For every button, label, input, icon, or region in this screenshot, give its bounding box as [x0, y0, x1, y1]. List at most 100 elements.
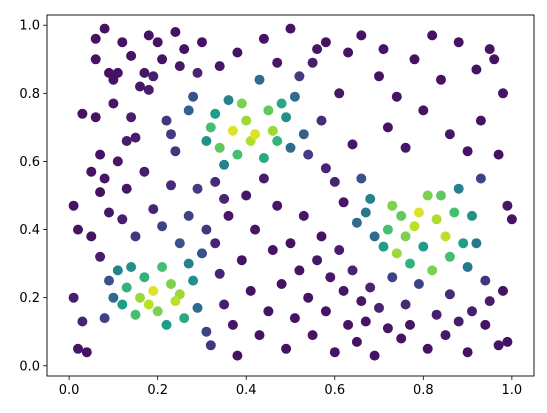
scatter-point	[121, 183, 132, 194]
scatter-point	[135, 292, 145, 303]
scatter-point	[506, 214, 517, 225]
scatter-point	[365, 282, 376, 293]
scatter-point	[365, 193, 376, 204]
scatter-point	[387, 200, 398, 211]
scatter-point	[418, 241, 429, 252]
scatter-point	[378, 241, 389, 252]
scatter-point	[276, 279, 287, 289]
scatter-point	[214, 268, 225, 279]
scatter-point	[188, 91, 199, 102]
scatter-point	[86, 231, 97, 242]
scatter-point	[475, 115, 486, 126]
scatter-point	[227, 319, 238, 330]
scatter-point	[166, 279, 176, 289]
scatter-point	[148, 285, 159, 296]
scatter-point	[166, 180, 176, 191]
scatter-point	[400, 142, 411, 153]
scatter-point	[161, 319, 172, 330]
scatter-point	[400, 231, 411, 242]
scatter-point	[152, 306, 163, 317]
scatter-point	[166, 129, 176, 140]
scatter-point	[320, 163, 331, 174]
scatter-point	[347, 139, 358, 150]
scatter-point	[467, 210, 477, 221]
scatter-point	[281, 112, 292, 123]
scatter-point	[201, 326, 212, 337]
scatter-point	[422, 190, 433, 201]
scatter-point	[210, 108, 221, 119]
scatter-point	[462, 146, 473, 157]
scatter-point	[289, 91, 300, 102]
scatter-point	[489, 54, 500, 65]
scatter-point	[148, 71, 159, 82]
scatter-point	[360, 316, 371, 327]
scatter-point	[453, 316, 464, 327]
scatter-point	[493, 149, 504, 160]
scatter-point	[223, 210, 234, 221]
scatter-point	[223, 95, 234, 106]
scatter-point	[289, 313, 300, 324]
scatter-point	[298, 210, 309, 221]
scatter-point	[77, 316, 88, 327]
scatter-point	[130, 132, 141, 143]
scatter-point	[413, 279, 424, 289]
scatter-point	[117, 37, 128, 48]
scatter-point	[245, 285, 256, 296]
scatter-point	[369, 231, 380, 242]
scatter-point	[343, 47, 354, 58]
scatter-point	[272, 57, 283, 68]
scatter-point	[86, 166, 97, 177]
scatter-point	[232, 350, 243, 361]
scatter-point	[329, 176, 340, 187]
scatter-point	[418, 105, 429, 116]
x-tick-label: 0.0	[59, 383, 80, 398]
scatter-point	[396, 210, 407, 221]
scatter-point	[378, 44, 389, 55]
scatter-point	[263, 306, 274, 317]
scatter-point	[356, 296, 367, 307]
scatter-point	[205, 122, 216, 133]
scatter-point	[480, 319, 491, 330]
scatter-point	[422, 343, 433, 354]
scatter-point	[68, 200, 79, 211]
scatter-point	[139, 67, 150, 78]
x-tick-label: 0.8	[413, 383, 434, 398]
scatter-point	[99, 173, 110, 184]
scatter-point	[436, 190, 446, 201]
scatter-point	[316, 115, 327, 126]
scatter-point	[179, 313, 190, 324]
scatter-point	[258, 153, 269, 163]
scatter-point	[462, 262, 473, 272]
scatter-point	[480, 275, 491, 286]
scatter-point	[73, 224, 83, 235]
scatter-point	[112, 67, 123, 78]
scatter-point	[351, 217, 362, 228]
scatter-point	[303, 149, 314, 160]
scatter-point	[130, 231, 141, 242]
scatter-point	[444, 289, 455, 300]
scatter-point	[104, 207, 114, 218]
scatter-point	[232, 47, 243, 58]
scatter-point	[126, 112, 137, 123]
scatter-point	[312, 255, 323, 266]
scatter-point	[197, 248, 207, 259]
scatter-point	[382, 122, 393, 133]
scatter-point	[254, 74, 265, 85]
scatter-point	[405, 319, 415, 330]
scatter-point	[130, 309, 141, 320]
scatter-point	[312, 44, 323, 55]
scatter-point	[267, 125, 278, 136]
scatter-point	[453, 183, 464, 194]
scatter-point	[95, 251, 106, 262]
scatter-point	[502, 336, 513, 347]
scatter-point	[152, 37, 163, 48]
scatter-point	[444, 129, 455, 140]
scatter-point	[347, 265, 358, 276]
scatter-point	[382, 224, 393, 235]
scatter-point	[285, 23, 296, 34]
scatter-point	[374, 71, 384, 82]
y-tick-label: 0.6	[19, 155, 40, 170]
scatter-point	[95, 149, 106, 160]
scatter-point	[192, 302, 203, 313]
scatter-point	[112, 265, 123, 276]
